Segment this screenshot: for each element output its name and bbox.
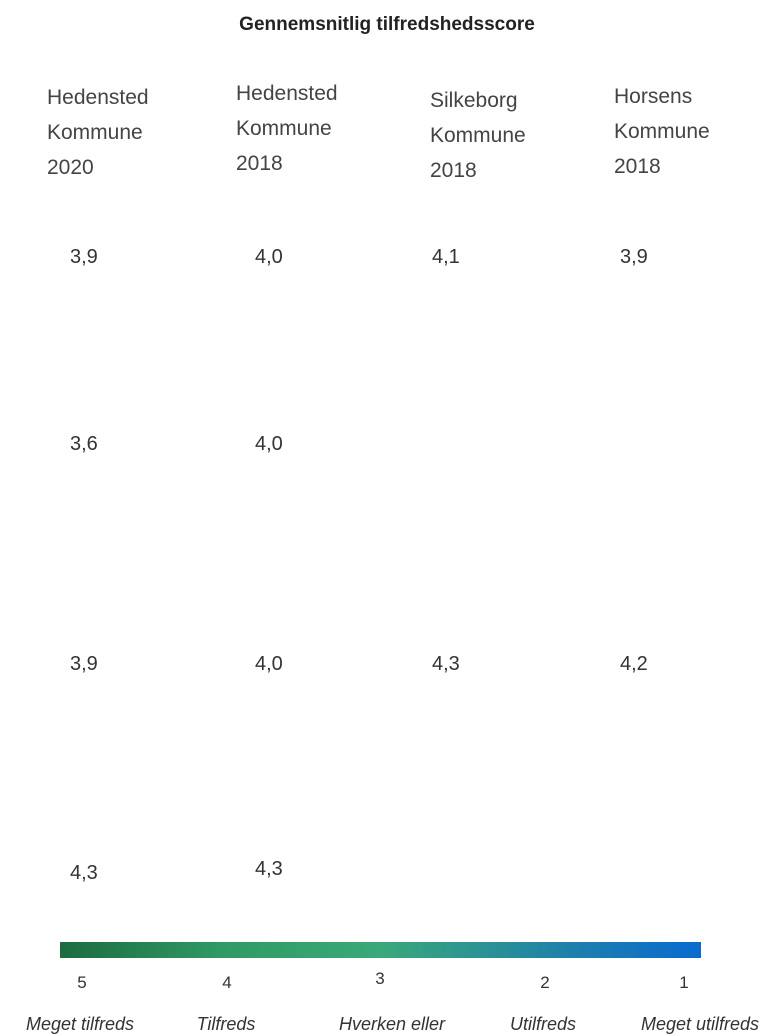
column-header: 2018 xyxy=(236,152,283,175)
cell-value: 4,0 xyxy=(255,433,283,455)
cell-value: 4,3 xyxy=(70,862,98,884)
scale-tick: 4 xyxy=(222,973,232,992)
cell-value: 3,9 xyxy=(70,246,98,268)
cell-value: 4,3 xyxy=(255,858,283,880)
cell-value: 4,1 xyxy=(432,246,460,268)
scale-label: Meget tilfreds xyxy=(25,1014,135,1034)
cell-value: 4,3 xyxy=(432,653,460,675)
scale-tick: 5 xyxy=(77,973,87,992)
scale-tick: 1 xyxy=(679,973,689,992)
scale-label: Utilfreds xyxy=(509,1014,577,1034)
column-header: Hedensted xyxy=(236,82,338,105)
cell-value: 4,2 xyxy=(620,653,648,675)
cell-value: 3,9 xyxy=(70,653,98,675)
cell-value: 4,0 xyxy=(255,653,283,675)
color-scale xyxy=(60,942,701,958)
column-header: Kommune xyxy=(47,121,143,144)
scale-label: Meget utilfreds xyxy=(640,1014,760,1034)
scale-tick: 2 xyxy=(540,973,550,992)
column-header: 2018 xyxy=(430,159,477,182)
column-header: Hedensted xyxy=(47,86,149,109)
column-header: Silkeborg xyxy=(430,89,518,112)
scale-label: Tilfreds xyxy=(196,1014,256,1034)
cell-value: 4,0 xyxy=(255,246,283,268)
column-header: Kommune xyxy=(614,120,710,143)
column-header: Horsens xyxy=(614,85,693,108)
scale-tick: 3 xyxy=(375,969,385,988)
cell-value: 3,6 xyxy=(70,433,98,455)
column-header: Kommune xyxy=(236,117,332,140)
scale-label: Hverken eller xyxy=(338,1014,446,1034)
column-header: Kommune xyxy=(430,124,526,147)
cell-value: 3,9 xyxy=(620,246,648,268)
title: Gennemsnitlig tilfredshedsscore xyxy=(239,14,535,35)
column-header: 2020 xyxy=(47,156,94,179)
column-header: 2018 xyxy=(614,155,661,178)
